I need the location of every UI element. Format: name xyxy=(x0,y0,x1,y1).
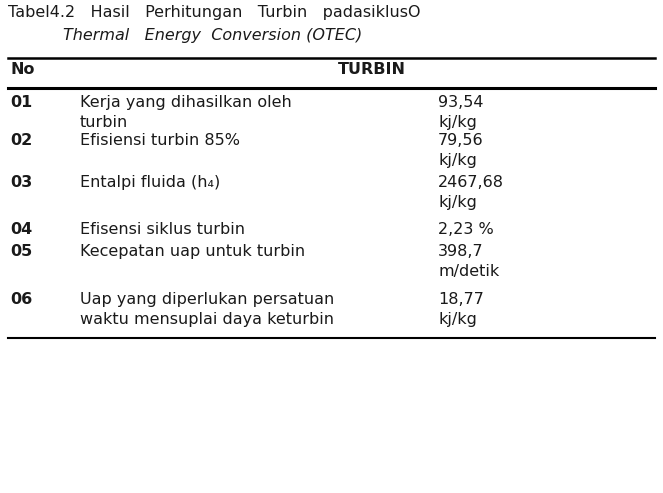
Text: 02: 02 xyxy=(10,133,32,148)
Text: kj/kg: kj/kg xyxy=(438,115,477,130)
Text: Efisiensi turbin 85%: Efisiensi turbin 85% xyxy=(80,133,240,148)
Text: 93,54: 93,54 xyxy=(438,95,483,110)
Text: 2467,68: 2467,68 xyxy=(438,175,504,190)
Text: 06: 06 xyxy=(10,292,32,307)
Text: waktu mensuplai daya keturbin: waktu mensuplai daya keturbin xyxy=(80,312,334,327)
Text: kj/kg: kj/kg xyxy=(438,195,477,210)
Text: 79,56: 79,56 xyxy=(438,133,483,148)
Text: m/detik: m/detik xyxy=(438,264,499,279)
Text: kj/kg: kj/kg xyxy=(438,153,477,168)
Text: Tabel4.2   Hasil   Perhitungan   Turbin   padasiklusO: Tabel4.2 Hasil Perhitungan Turbin padasi… xyxy=(8,5,420,20)
Text: 01: 01 xyxy=(10,95,32,110)
Text: 2,23 %: 2,23 % xyxy=(438,222,494,237)
Text: kj/kg: kj/kg xyxy=(438,312,477,327)
Text: 04: 04 xyxy=(10,222,32,237)
Text: 398,7: 398,7 xyxy=(438,244,483,259)
Text: Thermal   Energy  Conversion (OTEC): Thermal Energy Conversion (OTEC) xyxy=(63,28,362,43)
Text: Kecepatan uap untuk turbin: Kecepatan uap untuk turbin xyxy=(80,244,305,259)
Text: turbin: turbin xyxy=(80,115,128,130)
Text: Entalpi fluida (h₄): Entalpi fluida (h₄) xyxy=(80,175,220,190)
Text: No: No xyxy=(10,62,34,77)
Text: Uap yang diperlukan persatuan: Uap yang diperlukan persatuan xyxy=(80,292,334,307)
Text: 18,77: 18,77 xyxy=(438,292,484,307)
Text: TURBIN: TURBIN xyxy=(337,62,406,77)
Text: Efisensi siklus turbin: Efisensi siklus turbin xyxy=(80,222,245,237)
Text: 05: 05 xyxy=(10,244,32,259)
Text: 03: 03 xyxy=(10,175,32,190)
Text: Kerja yang dihasilkan oleh: Kerja yang dihasilkan oleh xyxy=(80,95,292,110)
